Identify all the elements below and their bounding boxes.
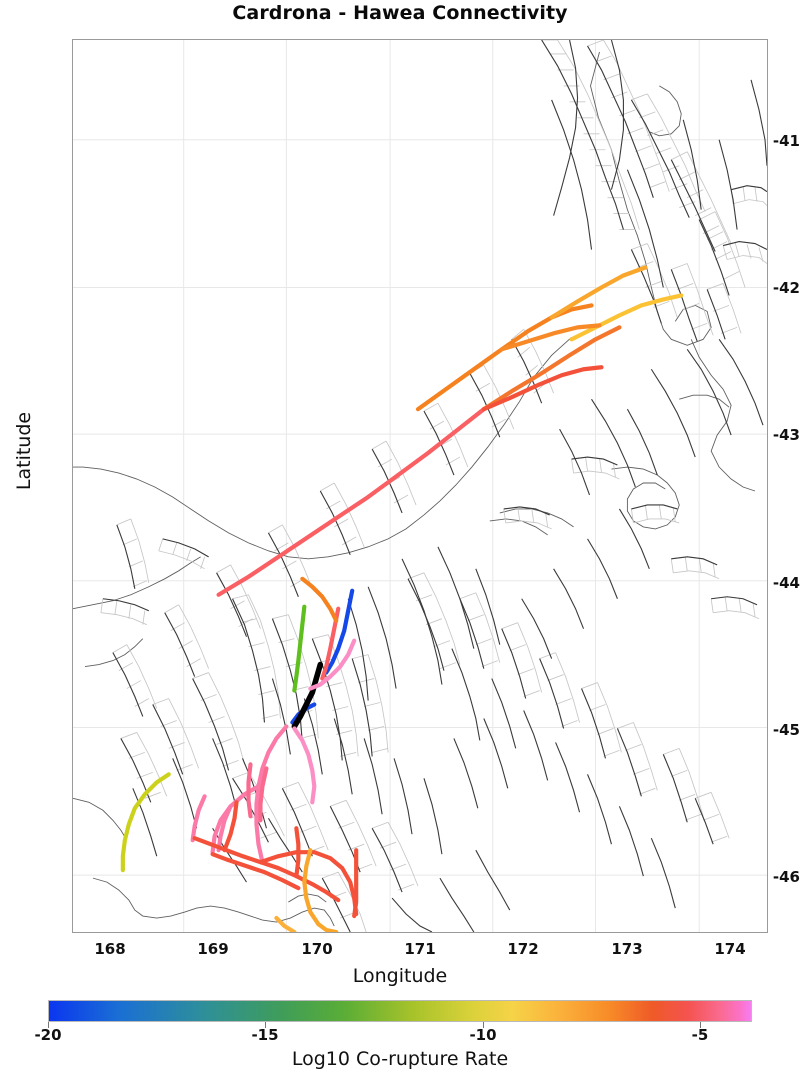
fault-hope-south (481, 365, 604, 412)
fault-alpine-central (216, 407, 486, 597)
map-canvas (73, 40, 767, 932)
fault-wairau (415, 303, 594, 412)
fault-south-orange-1 (302, 848, 321, 927)
ytick-label: -46 (772, 868, 800, 886)
gridlines (73, 40, 767, 932)
fault-pink-sw2 (216, 804, 233, 853)
xtick-label: 168 (94, 940, 126, 958)
fault-south-red-up (222, 800, 239, 853)
ytick-label: -45 (772, 721, 800, 739)
fault-hope (499, 323, 602, 352)
page-title: Cardrona - Hawea Connectivity (232, 2, 568, 24)
coastline (73, 51, 756, 927)
ytick-label: -44 (772, 574, 800, 592)
colorbar-tick-label: -5 (691, 1026, 709, 1044)
fault-nevis (324, 588, 355, 675)
fault-awatere (549, 265, 648, 320)
colorbar-tick (48, 1022, 49, 1028)
fault-alpine-north (481, 325, 622, 412)
fault-south-red-down (294, 826, 301, 879)
fault-pink-sw4 (258, 766, 269, 823)
ytick-label: -43 (772, 426, 800, 444)
connected-faults (120, 265, 684, 932)
colorbar-tick-label: -20 (34, 1026, 62, 1044)
colorbar-tick (265, 1022, 266, 1028)
fault-pink-upper (292, 726, 317, 805)
xtick-label: 172 (507, 940, 539, 958)
fault-fiordland-sw (120, 772, 171, 873)
fault-south-red-vert (352, 848, 359, 919)
x-axis-label: Longitude (352, 965, 448, 987)
colorbar-tick-label: -10 (469, 1026, 497, 1044)
xtick-label: 174 (714, 940, 746, 958)
ytick-label: -42 (772, 279, 800, 297)
fault-orange-ne (300, 576, 339, 623)
fault-south-red-main (192, 836, 341, 903)
colorbar-gradient (48, 1000, 752, 1022)
fault-source-cardrona-hawea (291, 661, 324, 730)
fault-clarence (569, 293, 684, 342)
fault-pink-sw1 (190, 794, 207, 843)
colorbar (48, 1000, 752, 1028)
fault-projections-light (100, 40, 767, 932)
map-plot-area (72, 39, 768, 933)
fault-south-orange-3 (274, 915, 297, 932)
xtick-label: 171 (404, 940, 436, 958)
colorbar-tick (700, 1022, 701, 1028)
xtick-label: 170 (301, 940, 333, 958)
fault-grandview (308, 638, 357, 691)
fault-pisa (292, 604, 307, 693)
fault-traces-dark (102, 40, 767, 932)
colorbar-title: Log10 Co-rupture Rate (291, 1048, 509, 1070)
colorbar-tick (483, 1022, 484, 1028)
xtick-label: 169 (197, 940, 229, 958)
ytick-label: -41 (772, 132, 800, 150)
fault-south-red-arc (258, 850, 359, 917)
fault-south-orange-2 (316, 921, 339, 932)
fault-south-red-2 (210, 852, 301, 891)
fault-pink-sw3 (246, 762, 253, 819)
xtick-label: 173 (611, 940, 643, 958)
colorbar-tick-label: -15 (251, 1026, 279, 1044)
y-axis-label: Latitude (13, 411, 35, 491)
